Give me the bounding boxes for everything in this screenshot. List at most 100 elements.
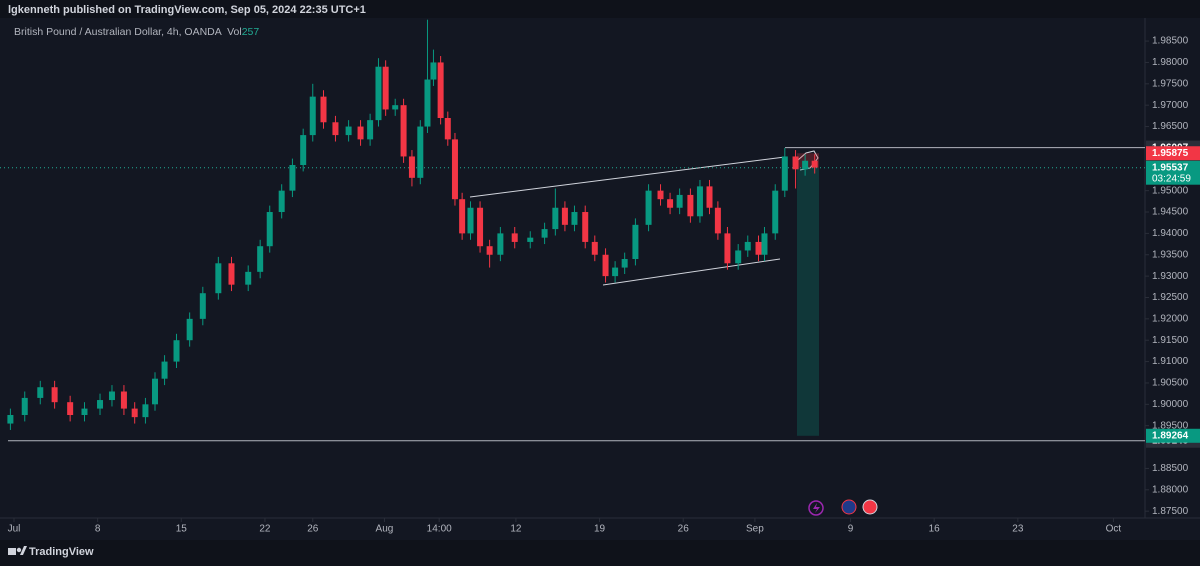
event-icon	[813, 503, 820, 513]
candle-body	[21, 397, 28, 416]
candle-body	[300, 135, 307, 166]
candle-body	[408, 156, 415, 178]
y-tick-label: 1.88500	[1152, 463, 1189, 474]
candle-body	[345, 126, 352, 136]
candle-body	[541, 229, 548, 238]
candle-body	[437, 62, 444, 118]
candle-body	[645, 190, 652, 225]
events	[808, 499, 878, 516]
candle-body	[632, 224, 639, 260]
symbol: British Pound / Australian Dollar, 4h, O…	[14, 26, 222, 38]
x-tick-label: 16	[929, 524, 941, 535]
y-tick-label: 1.92000	[1152, 313, 1189, 324]
candle-body	[173, 340, 180, 362]
y-tick-label: 1.94500	[1152, 207, 1189, 218]
y-tick-label: 1.92500	[1152, 292, 1189, 303]
candle-body	[382, 66, 389, 110]
candle-body	[199, 293, 206, 319]
y-tick-label: 1.98000	[1152, 57, 1189, 68]
x-tick-label: 8	[95, 524, 101, 535]
candle-body	[467, 207, 474, 234]
y-tick-label: 1.93500	[1152, 249, 1189, 260]
candle-body	[621, 259, 628, 268]
candle-body	[459, 199, 466, 234]
candle-body	[444, 118, 451, 140]
candle-body	[289, 165, 296, 191]
drawings	[469, 150, 819, 286]
x-tick-label: 26	[678, 524, 690, 535]
candle-body	[497, 233, 504, 255]
chart-title: British Pound / Australian Dollar, 4h, O…	[14, 26, 259, 38]
x-tick-label: 14:00	[427, 524, 452, 535]
candle-body	[582, 212, 589, 242]
candle-body	[245, 271, 252, 285]
logo-mark	[16, 547, 22, 553]
candle-body	[486, 246, 493, 255]
event-flag-au[interactable]	[841, 499, 857, 515]
candle-body	[51, 387, 58, 403]
candle-body	[392, 105, 399, 110]
x-tick-label: 15	[176, 524, 188, 535]
candle-body	[755, 241, 762, 255]
candle-body	[152, 378, 159, 405]
candle-body	[67, 402, 74, 416]
candle-body	[161, 361, 168, 379]
candle-body	[142, 404, 149, 418]
y-tick-label: 1.90000	[1152, 399, 1189, 410]
y-tick-label: 1.97000	[1152, 100, 1189, 111]
logo	[8, 546, 27, 555]
candle-body	[81, 408, 88, 416]
candle-body	[215, 263, 222, 294]
brand: TradingView	[29, 546, 94, 558]
candle-body	[417, 126, 424, 178]
candle-body	[811, 160, 818, 168]
candle-body	[676, 194, 683, 208]
candle-body	[761, 233, 768, 255]
channel-bottom	[602, 258, 781, 286]
y-tick-label: 1.93000	[1152, 271, 1189, 282]
x-tick-label: Jul	[8, 524, 21, 535]
x-tick-label: 26	[307, 524, 319, 535]
candle-body	[120, 391, 127, 409]
y-tick-label: 1.88000	[1152, 484, 1189, 495]
candle-body	[131, 408, 138, 418]
x-tick-label: 23	[1012, 524, 1024, 535]
volume-value: 257	[242, 26, 260, 38]
candle-body	[527, 237, 534, 242]
candle-body	[744, 241, 751, 251]
candle-body	[735, 250, 742, 264]
y-tick-label: 1.91000	[1152, 356, 1189, 367]
last-price-tag	[1146, 160, 1200, 185]
countdown: 03:24:59	[1152, 173, 1191, 184]
candle-body	[706, 186, 713, 208]
candle-body	[332, 122, 339, 136]
y-tick-label: 1.96500	[1152, 121, 1189, 132]
channel-top	[469, 156, 786, 198]
event-icon[interactable]	[808, 500, 824, 516]
logo-mark	[8, 548, 16, 555]
candle-body	[424, 79, 431, 127]
event-flag-uk[interactable]	[862, 499, 878, 515]
candle-body	[657, 190, 664, 200]
candle-body	[667, 199, 674, 208]
candle-body	[320, 96, 327, 123]
y-tick-label: 1.95000	[1152, 185, 1189, 196]
candle-body	[375, 66, 382, 121]
candle-body	[228, 263, 235, 285]
candle-body	[477, 207, 484, 247]
y-tick-label: 1.90500	[1152, 378, 1189, 389]
candle-body	[714, 207, 721, 234]
candle-body	[781, 156, 788, 191]
target-tag	[1146, 428, 1200, 443]
y-tick-label: 1.97500	[1152, 78, 1189, 89]
candle-body	[451, 139, 458, 200]
y-tick-label: 1.94000	[1152, 228, 1189, 239]
last-price-label: 1.95537	[1152, 162, 1189, 173]
candle-body	[571, 212, 578, 225]
header-bar	[0, 0, 1200, 18]
x-tick-label: 19	[594, 524, 606, 535]
candle-body	[278, 190, 285, 213]
candle-body	[400, 105, 407, 157]
x-tick-label: Sep	[746, 524, 764, 535]
